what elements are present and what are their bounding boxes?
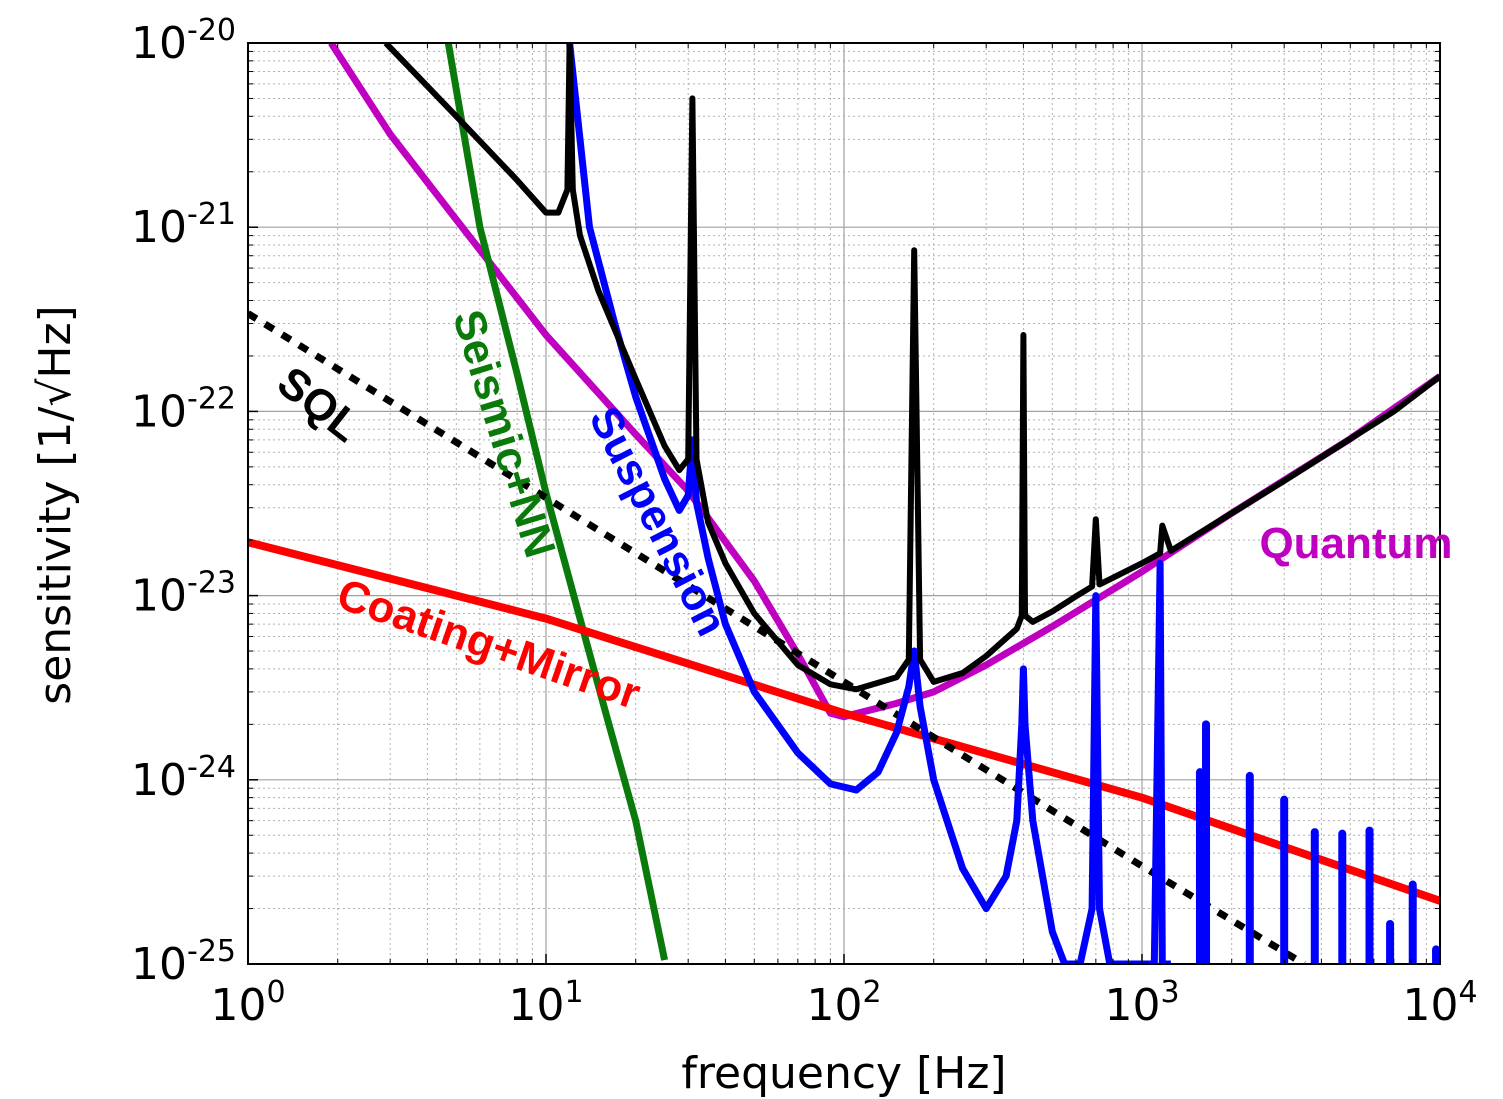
- y-tick-label: 10-22: [131, 381, 236, 437]
- y-tick-label: 10-23: [131, 566, 236, 622]
- y-tick-label: 10-21: [131, 197, 236, 253]
- x-axis-title: frequency [Hz]: [681, 1048, 1006, 1099]
- x-tick-label: 103: [1104, 975, 1179, 1031]
- y-axis-title: sensitivity [1/√Hz]: [30, 305, 81, 704]
- series-seismic-nn-line: [444, 43, 669, 961]
- annotation-quantum: Quantum: [1259, 519, 1452, 568]
- y-tick-label: 10-25: [131, 934, 236, 990]
- series-total-line: [383, 43, 1440, 693]
- series-coating-mirror-line: [248, 538, 1440, 905]
- x-tick-label: 100: [210, 975, 285, 1031]
- x-tick-label: 104: [1402, 975, 1477, 1031]
- annotation-coating-mirror: Coating+Mirror: [331, 570, 646, 719]
- y-tick-label: 10-20: [131, 13, 236, 69]
- y-tick-label: 10-24: [131, 750, 236, 806]
- tick-labels: 100 101 102 103 104 10-20 10-21 10-22 10-23 10-24…: [131, 13, 1478, 1031]
- annotation-sql: SQL: [268, 357, 369, 451]
- ticks: [247, 42, 1441, 965]
- curves: [248, 43, 1440, 964]
- x-tick-label: 101: [508, 975, 583, 1031]
- series-suspension-line: [566, 43, 1171, 964]
- series-sql-line: [248, 310, 1306, 964]
- x-tick-label: 102: [806, 975, 881, 1031]
